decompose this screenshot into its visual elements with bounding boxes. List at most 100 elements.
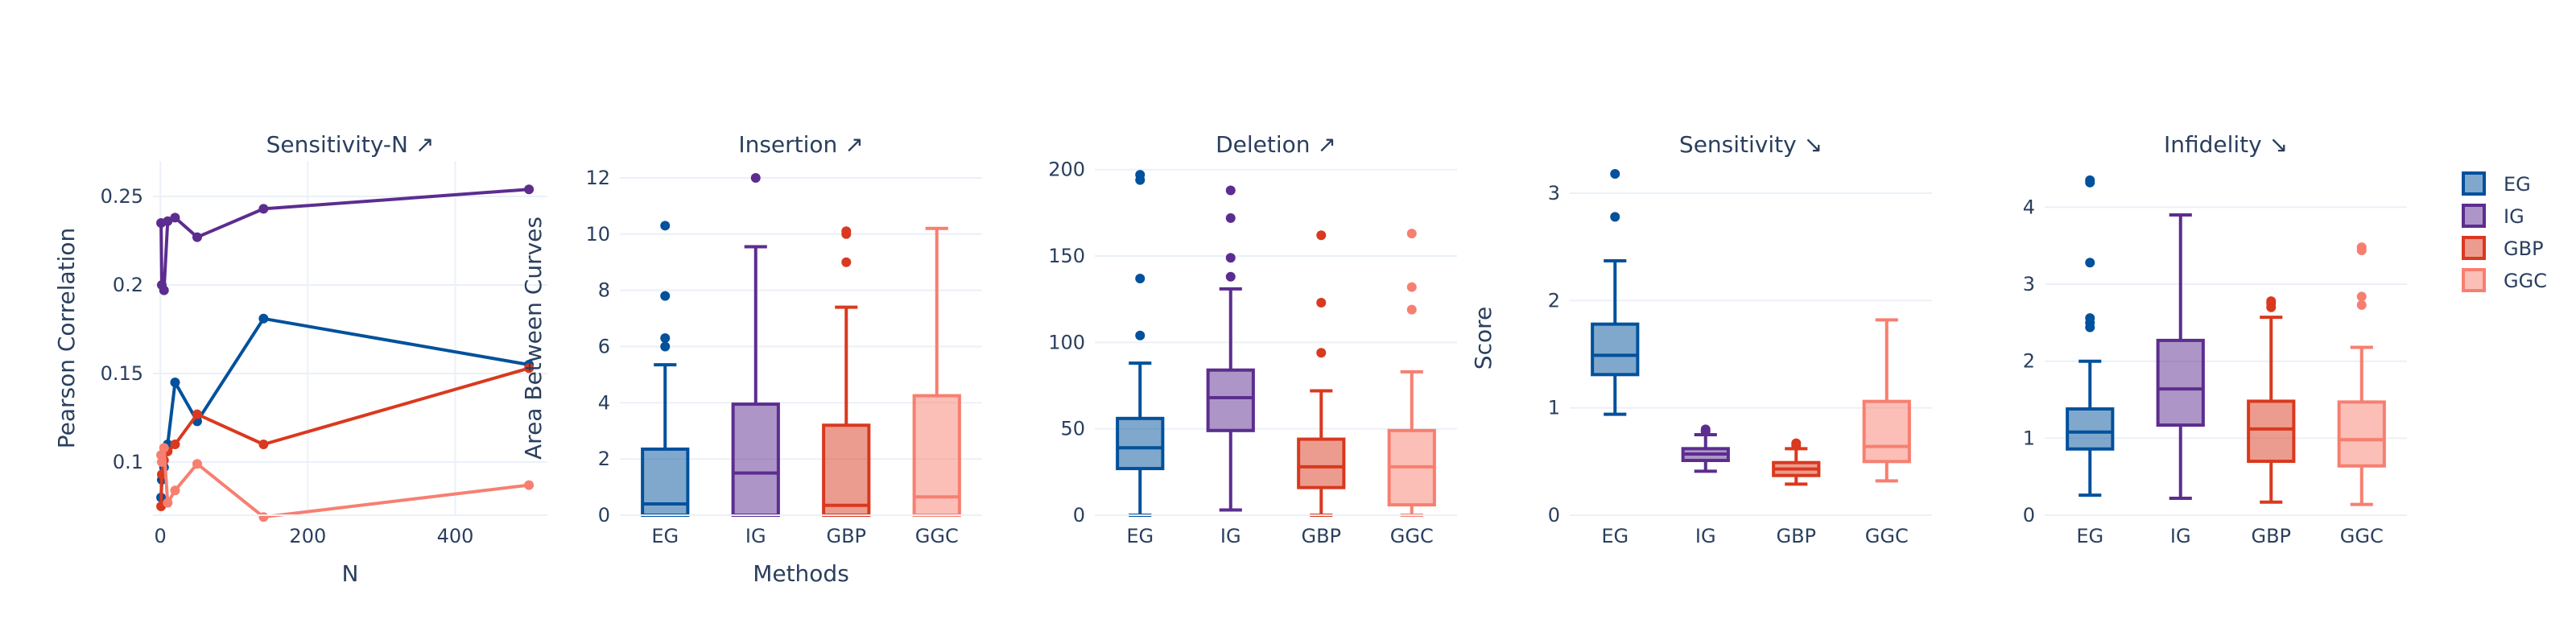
x-tick-label: 0 bbox=[155, 525, 167, 547]
y-tick-label: 0 bbox=[1548, 504, 1560, 526]
outlier-point bbox=[2356, 242, 2367, 253]
outlier-point bbox=[1316, 230, 1327, 241]
x-tick-label: GGC bbox=[915, 525, 959, 547]
box-iqr bbox=[2337, 400, 2386, 468]
series-ig bbox=[156, 184, 535, 295]
chart-panel-3: 0 50 100 150 200 Deletion ↗ EG IG GBP GGC bbox=[1048, 131, 1457, 547]
outlier-point bbox=[1610, 169, 1620, 179]
outlier-point bbox=[1610, 212, 1620, 222]
y-tick-label: 0.15 bbox=[101, 362, 143, 385]
x-tick-label: EG bbox=[2076, 525, 2103, 547]
data-point bbox=[258, 204, 269, 214]
box-eg bbox=[1591, 169, 1640, 416]
y-tick-label: 12 bbox=[585, 167, 610, 189]
chart-panel-4: 0 1 2 3 Sensitivity ↘ Score EG IG GBP GGC bbox=[1470, 131, 1932, 547]
outlier-point bbox=[1135, 273, 1146, 283]
chart-panel-2: 0 2 4 6 8 10 12 Insertion ↗ Area Between Curves M… bbox=[520, 131, 982, 587]
outlier-point bbox=[750, 172, 761, 183]
x-tick-label: GBP bbox=[2251, 525, 2291, 547]
y-tick-label: 8 bbox=[598, 279, 610, 302]
outlier-point bbox=[1791, 438, 1802, 448]
x-axis-label: N bbox=[342, 560, 359, 587]
box-ggc bbox=[1862, 318, 1911, 483]
outlier-point bbox=[1225, 213, 1236, 223]
legend-swatch bbox=[2462, 171, 2486, 196]
outlier-point bbox=[1700, 424, 1711, 435]
outlier-point bbox=[1316, 298, 1327, 308]
box-gbp bbox=[1297, 230, 1346, 517]
y-tick-label: 0 bbox=[1073, 504, 1085, 526]
outlier-point bbox=[2266, 296, 2277, 307]
box-ig bbox=[1681, 424, 1730, 473]
outlier-point bbox=[2085, 313, 2095, 324]
box-iqr bbox=[731, 402, 780, 518]
legend-item-gbp: GBP bbox=[2462, 236, 2544, 260]
data-point bbox=[258, 313, 269, 324]
outlier-point bbox=[2085, 258, 2095, 268]
x-tick-label: GBP bbox=[1776, 525, 1816, 547]
y-tick-label: 0.2 bbox=[113, 274, 143, 296]
data-point bbox=[163, 216, 173, 226]
chart-title: Sensitivity-N ↗ bbox=[266, 131, 435, 158]
data-point bbox=[192, 232, 202, 242]
x-axis-label: Methods bbox=[753, 560, 849, 587]
y-tick-label: 0 bbox=[598, 504, 610, 526]
outlier-point bbox=[2085, 175, 2095, 185]
legend-label: IG bbox=[2504, 205, 2524, 228]
outlier-point bbox=[660, 341, 671, 352]
x-tick-label: GGC bbox=[1865, 525, 1909, 547]
x-tick-label: 400 bbox=[437, 525, 474, 547]
y-axis-label: Pearson Correlation bbox=[53, 228, 80, 449]
box-ggc bbox=[2337, 242, 2386, 506]
outlier-point bbox=[1225, 185, 1236, 196]
legend-item-eg: EG bbox=[2462, 171, 2531, 196]
data-point bbox=[159, 285, 169, 295]
box-iqr bbox=[2156, 338, 2205, 427]
legend-label: GBP bbox=[2504, 237, 2544, 260]
box-iqr bbox=[1116, 416, 1165, 471]
outlier-point bbox=[1406, 282, 1417, 292]
y-tick-label: 1 bbox=[2023, 427, 2035, 449]
box-eg bbox=[2066, 175, 2115, 497]
x-tick-label: GBP bbox=[826, 525, 866, 547]
outlier-point bbox=[2356, 291, 2367, 302]
y-tick-label: 2 bbox=[2023, 350, 2035, 373]
data-point bbox=[524, 480, 535, 490]
outlier-point bbox=[841, 257, 852, 267]
chart-title: Infidelity ↘ bbox=[2164, 131, 2288, 158]
y-tick-label: 1 bbox=[1548, 397, 1560, 419]
y-tick-label: 0 bbox=[2023, 504, 2035, 526]
outlier-point bbox=[1225, 253, 1236, 263]
x-tick-label: GGC bbox=[1390, 525, 1434, 547]
outlier-point bbox=[660, 221, 671, 231]
outlier-point bbox=[1135, 330, 1146, 341]
outlier-point bbox=[1406, 229, 1417, 239]
outlier-point bbox=[660, 291, 671, 301]
outlier-point bbox=[660, 333, 671, 343]
legend-label: GGC bbox=[2504, 270, 2547, 292]
data-point bbox=[258, 512, 269, 522]
x-tick-label: EG bbox=[651, 525, 679, 547]
y-tick-label: 50 bbox=[1060, 418, 1085, 440]
x-tick-label: IG bbox=[745, 525, 766, 547]
data-point bbox=[170, 213, 180, 223]
data-point bbox=[163, 497, 173, 508]
legend-label: EG bbox=[2504, 173, 2531, 196]
data-point bbox=[524, 363, 535, 374]
y-tick-label: 6 bbox=[598, 335, 610, 357]
y-tick-label: 3 bbox=[1548, 182, 1560, 204]
chart-panel-1: 0.1 0.15 0.2 0.25 Sensitivity-N ↗ Pearson Cor… bbox=[53, 131, 547, 587]
box-iqr bbox=[1591, 322, 1640, 377]
outlier-point bbox=[1316, 348, 1327, 358]
box-iqr bbox=[1206, 368, 1255, 432]
data-point bbox=[170, 378, 180, 387]
box-gbp bbox=[822, 226, 871, 517]
y-tick-label: 2 bbox=[1548, 289, 1560, 312]
outlier-point bbox=[1135, 170, 1146, 180]
chart-panel-5: 0 1 2 3 4 Infidelity ↘ EG IG GBP GGC bbox=[2023, 131, 2407, 547]
y-tick-label: 10 bbox=[585, 223, 610, 246]
box-ggc bbox=[1387, 229, 1436, 517]
y-tick-label: 200 bbox=[1048, 159, 1085, 181]
x-tick-label: GBP bbox=[1301, 525, 1341, 547]
